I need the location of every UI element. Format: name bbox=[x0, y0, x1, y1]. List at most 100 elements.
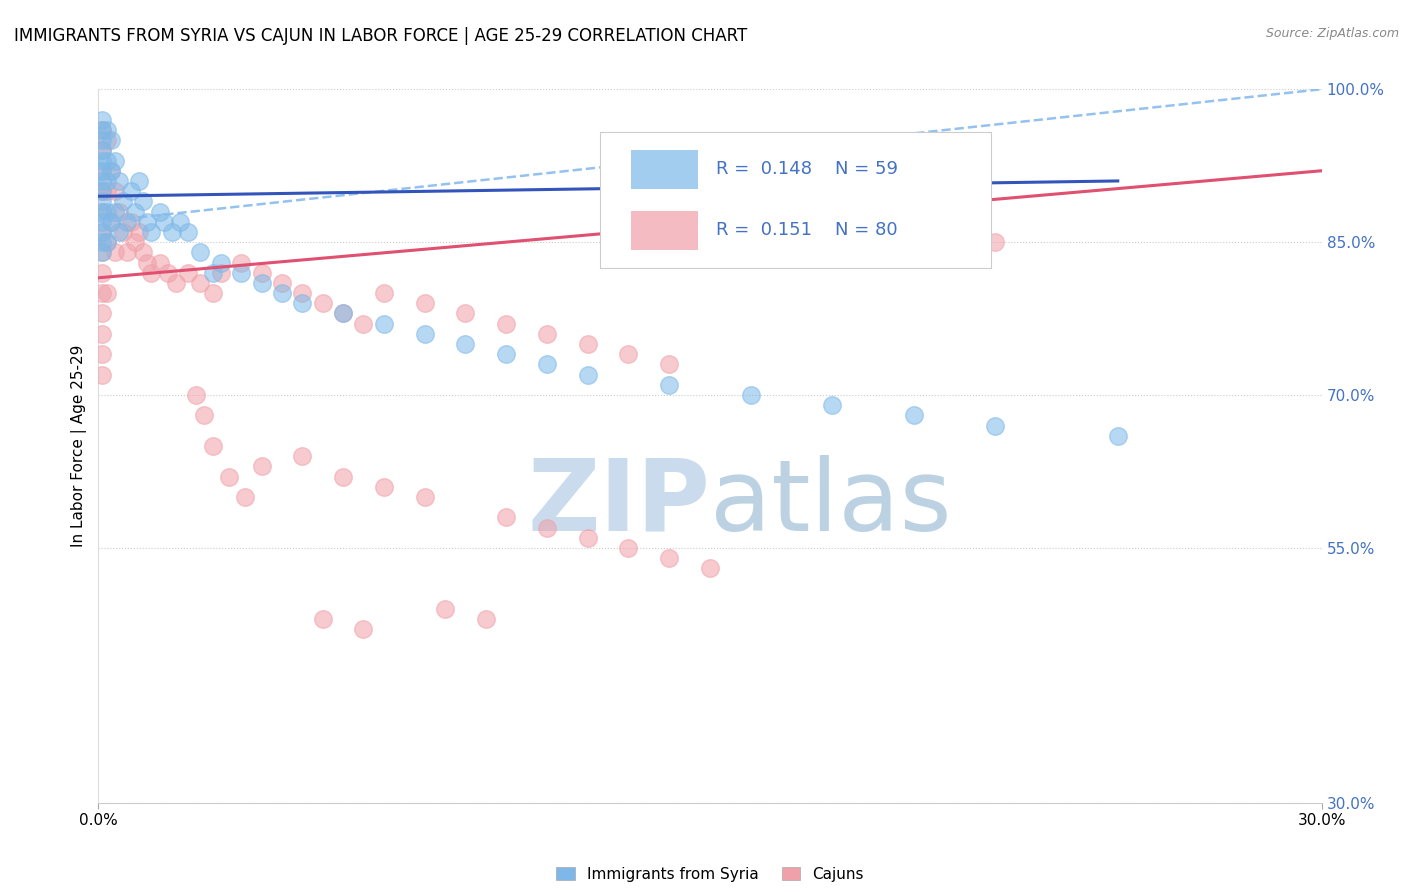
Point bbox=[136, 255, 159, 269]
Point bbox=[617, 347, 640, 361]
Point bbox=[536, 358, 558, 372]
Point bbox=[373, 480, 395, 494]
Point bbox=[201, 266, 224, 280]
Point bbox=[152, 215, 174, 229]
Point bbox=[91, 144, 114, 158]
Point bbox=[495, 347, 517, 361]
Point bbox=[576, 368, 599, 382]
Point bbox=[536, 520, 558, 534]
Point bbox=[332, 306, 354, 320]
Point bbox=[141, 225, 163, 239]
Point bbox=[104, 153, 127, 168]
Point bbox=[291, 286, 314, 301]
Point bbox=[96, 184, 118, 198]
Point bbox=[96, 153, 118, 168]
Point bbox=[91, 133, 114, 147]
Point bbox=[454, 337, 477, 351]
Point bbox=[96, 174, 118, 188]
Point bbox=[91, 144, 114, 158]
Point bbox=[231, 255, 253, 269]
Point bbox=[821, 398, 844, 412]
Point bbox=[231, 266, 253, 280]
Point bbox=[312, 612, 335, 626]
Point bbox=[352, 317, 374, 331]
Point bbox=[943, 225, 966, 239]
Point bbox=[141, 266, 163, 280]
Point bbox=[104, 204, 127, 219]
Point bbox=[780, 215, 803, 229]
Point bbox=[209, 266, 232, 280]
Text: IMMIGRANTS FROM SYRIA VS CAJUN IN LABOR FORCE | AGE 25-29 CORRELATION CHART: IMMIGRANTS FROM SYRIA VS CAJUN IN LABOR … bbox=[14, 27, 748, 45]
FancyBboxPatch shape bbox=[600, 132, 991, 268]
Point bbox=[91, 225, 114, 239]
Point bbox=[413, 296, 436, 310]
Point bbox=[111, 225, 134, 239]
Point bbox=[373, 317, 395, 331]
Point bbox=[413, 326, 436, 341]
Point bbox=[91, 326, 114, 341]
Point bbox=[165, 276, 187, 290]
Point bbox=[108, 204, 131, 219]
Point bbox=[270, 276, 294, 290]
Point bbox=[115, 215, 138, 229]
Point bbox=[250, 276, 273, 290]
Y-axis label: In Labor Force | Age 25-29: In Labor Force | Age 25-29 bbox=[72, 345, 87, 547]
Point bbox=[91, 245, 114, 260]
Point bbox=[821, 225, 844, 239]
Point bbox=[332, 306, 354, 320]
Point bbox=[91, 286, 114, 301]
Point bbox=[108, 174, 131, 188]
Point bbox=[132, 194, 155, 209]
Point bbox=[186, 388, 208, 402]
Point bbox=[270, 286, 294, 301]
Point bbox=[740, 204, 762, 219]
Point bbox=[91, 184, 114, 198]
Point bbox=[903, 215, 925, 229]
Point bbox=[332, 469, 354, 483]
Point bbox=[209, 255, 232, 269]
Point bbox=[91, 266, 114, 280]
Bar bbox=[630, 211, 697, 250]
Point bbox=[454, 306, 477, 320]
Point bbox=[373, 286, 395, 301]
Point bbox=[312, 296, 335, 310]
Point bbox=[658, 377, 681, 392]
Point bbox=[91, 163, 114, 178]
Point bbox=[96, 235, 118, 249]
Point bbox=[91, 225, 114, 239]
Point bbox=[434, 602, 457, 616]
Text: R =  0.148    N = 59: R = 0.148 N = 59 bbox=[716, 161, 898, 178]
Point bbox=[91, 123, 114, 137]
Point bbox=[91, 235, 114, 249]
Point bbox=[111, 194, 134, 209]
Point bbox=[1107, 429, 1129, 443]
Point bbox=[91, 215, 114, 229]
Point bbox=[91, 194, 114, 209]
Point bbox=[100, 163, 122, 178]
Point bbox=[91, 347, 114, 361]
Point bbox=[352, 623, 374, 637]
Point bbox=[104, 184, 127, 198]
Point bbox=[413, 490, 436, 504]
Point bbox=[169, 215, 191, 229]
Point bbox=[96, 235, 118, 249]
Point bbox=[193, 409, 215, 423]
Point bbox=[120, 184, 142, 198]
Point bbox=[188, 276, 212, 290]
Point bbox=[91, 306, 114, 320]
Point bbox=[658, 358, 681, 372]
Point bbox=[96, 204, 118, 219]
Point bbox=[903, 409, 925, 423]
Point bbox=[699, 561, 721, 575]
Point bbox=[291, 449, 314, 463]
Point bbox=[149, 204, 172, 219]
Point bbox=[576, 531, 599, 545]
Point bbox=[177, 225, 200, 239]
Point bbox=[128, 225, 150, 239]
Point bbox=[91, 245, 114, 260]
Point bbox=[91, 163, 114, 178]
Point bbox=[177, 266, 200, 280]
Point bbox=[658, 551, 681, 566]
Point bbox=[120, 215, 142, 229]
Point bbox=[104, 245, 127, 260]
